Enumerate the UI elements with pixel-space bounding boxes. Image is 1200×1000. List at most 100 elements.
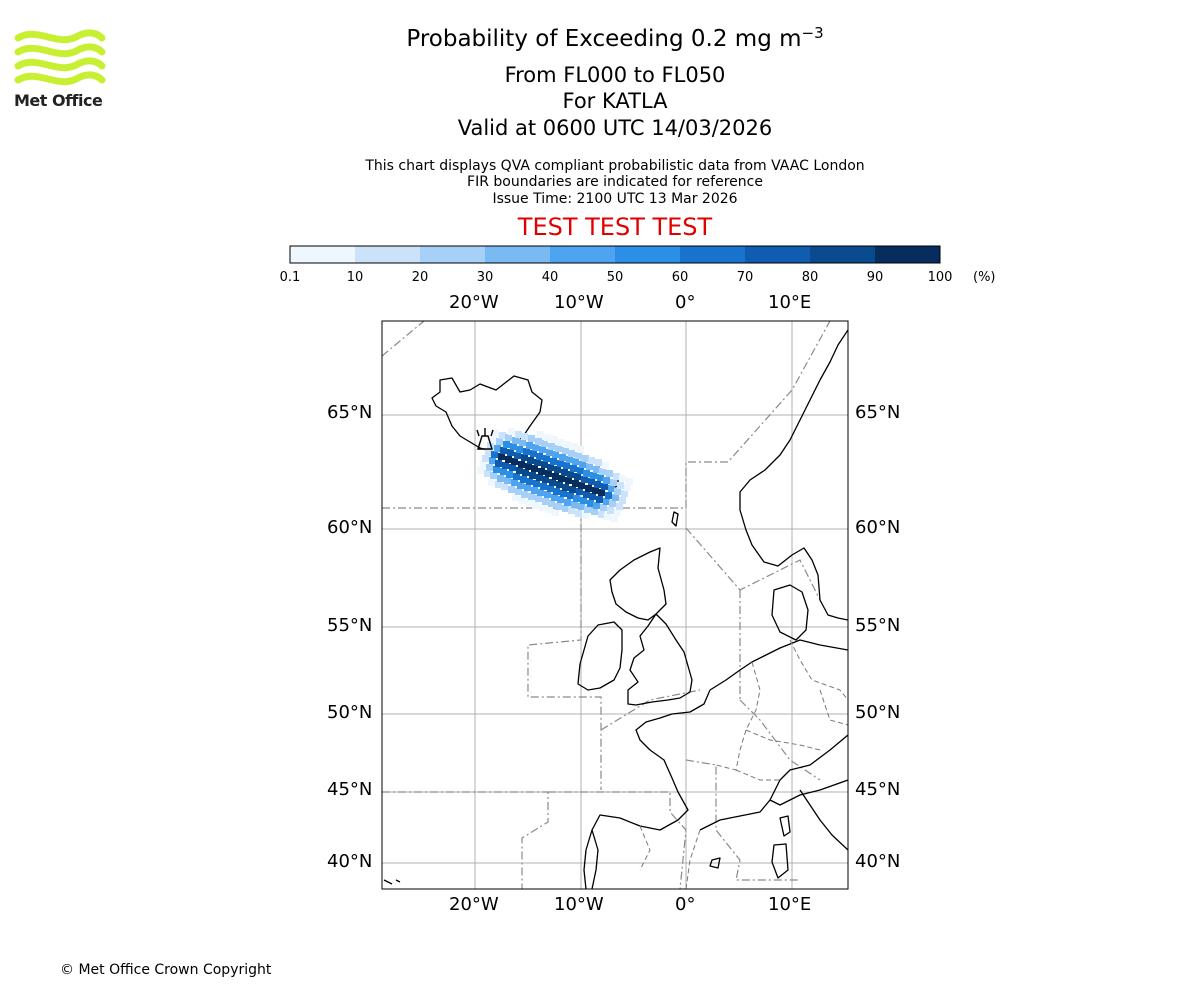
plume-cell [571,501,578,508]
plume-cell [509,464,516,471]
colorbar-segment [810,246,875,263]
plume-cell [490,472,497,479]
plume-cell [611,515,618,522]
plume-cell [528,435,535,442]
colorbar-tick-label: 90 [866,270,884,285]
plume-cell [602,462,609,469]
plume-cell [562,505,569,512]
plume-cell [535,438,542,445]
plume-cell [587,500,594,507]
plume-cell [557,496,564,503]
plume-cell [607,507,614,514]
plume-cell [526,499,533,506]
plume-cell [536,474,543,481]
chart-title: Probability of Exceeding 0.2 mg m−3 [406,24,824,52]
bottom-lon-label: 10°W [554,894,604,915]
volcano-marker [476,428,494,450]
plume-cell [500,447,507,454]
plume-cell [515,488,522,495]
plume-cell [572,480,579,487]
plume-cell [524,484,531,491]
bottom-lon-label: 0° [675,894,696,915]
plume-cell [584,506,591,513]
plume-cell [552,451,559,458]
plume-cell [519,497,526,504]
plume-cell [603,477,610,484]
plume-cell [564,441,571,448]
plume-cell [588,457,595,464]
plume-cell [591,508,598,515]
plume-cell [604,513,611,520]
plume-cell [575,452,582,459]
left-lat-label: 60°N [327,517,373,538]
plume-cell [548,443,555,450]
plume-cell [477,467,484,474]
plume-cell [484,470,491,477]
plume-cell [542,498,549,505]
plume-cell [596,496,603,503]
flight-level-range: From FL000 to FL050 [504,63,726,87]
left-lat-label: 40°N [327,851,373,872]
top-lon-label: 0° [675,292,696,313]
plume-cell [599,468,606,475]
plume-cell [541,440,548,447]
plume-cell [490,436,497,443]
colorbar-segment [680,246,745,263]
colorbar-tick-label: 0.1 [279,270,301,285]
plume-cell [619,497,626,504]
colorbar-segment [745,246,810,263]
plume-cell [595,459,602,466]
plume-cell [547,464,554,471]
colorbar-segment [550,246,615,263]
plume-cell [562,447,569,454]
plume-cell [535,495,542,502]
plume-cell [583,491,590,498]
info-line-fir: FIR boundaries are indicated for referen… [467,174,763,190]
colorbar-tick-label: 60 [671,270,689,285]
plume-cell [523,448,530,455]
plume-cell [601,483,608,490]
plume-cell [533,480,540,487]
left-lat-label: 50°N [327,702,373,723]
plume-cell [597,474,604,481]
plume-cell [626,478,633,485]
country-borders [639,639,848,889]
copyright-notice: © Met Office Crown Copyright [60,962,272,978]
right-lat-label: 60°N [855,517,901,538]
plume-cell [543,455,550,462]
plume-cell [551,494,558,501]
plume-cell [516,446,523,453]
plume-cell [556,481,563,488]
plume-cell [521,491,528,498]
plume-cell [593,466,600,473]
plume-cell [554,466,561,473]
plume-cell [589,493,596,500]
plume-cell [574,473,581,480]
plume-cell [552,509,559,516]
colorbar-tick-label: 10 [346,270,364,285]
plume-cell [577,446,584,453]
plume-cell [614,509,621,516]
plume-cell [531,487,538,494]
plume-cell [498,453,505,460]
colorbar-segment [355,246,420,263]
plume-cell [598,489,605,496]
plume-cell [495,460,502,467]
plume-cell [527,457,534,464]
plume-cell [537,431,544,438]
plume-cell [578,482,585,489]
plume-cell [569,486,576,493]
plume-cell [575,510,582,517]
plume-cell [548,500,555,507]
plume-cell [606,470,613,477]
plume-cell [486,464,493,471]
plume-cell [590,472,597,479]
fir-boundaries [382,321,831,889]
plume-cell [561,469,568,476]
plume-cell [593,502,600,509]
valid-time: Valid at 0600 UTC 14/03/2026 [457,116,773,140]
plume-cell [567,492,574,499]
plume-cell [579,461,586,468]
